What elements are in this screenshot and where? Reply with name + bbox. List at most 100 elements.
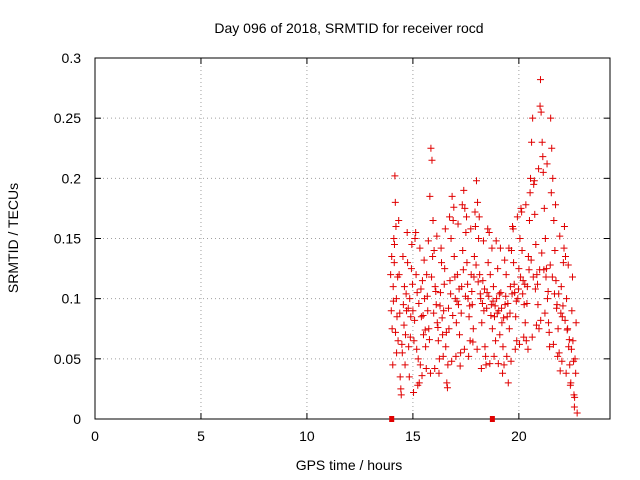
data-point — [559, 302, 567, 310]
data-point — [389, 283, 397, 291]
data-point — [488, 325, 496, 333]
data-point — [495, 290, 503, 298]
data-point — [494, 360, 502, 368]
data-point — [442, 328, 450, 336]
data-point — [540, 266, 548, 274]
data-point — [544, 287, 552, 295]
data-point — [486, 360, 494, 368]
data-point — [547, 189, 555, 197]
data-point — [526, 189, 534, 197]
data-point — [571, 393, 579, 401]
data-point — [518, 208, 526, 216]
data-point — [450, 253, 458, 261]
data-point — [417, 285, 425, 293]
data-point — [425, 336, 433, 344]
y-tick-label: 0.25 — [54, 110, 81, 126]
data-point — [502, 292, 510, 300]
data-point — [418, 372, 426, 380]
data-point — [401, 361, 409, 369]
data-point — [439, 352, 447, 360]
data-point — [500, 361, 508, 369]
data-point — [401, 331, 409, 339]
data-point — [396, 309, 404, 317]
data-point — [498, 319, 506, 327]
data-point — [560, 222, 568, 230]
data-point — [554, 325, 562, 333]
data-point — [547, 114, 555, 122]
data-point — [493, 309, 501, 317]
data-point — [551, 247, 559, 255]
data-point — [416, 244, 424, 252]
data-point — [415, 299, 423, 307]
data-point — [486, 271, 494, 279]
data-point — [538, 138, 546, 146]
data-point — [529, 114, 537, 122]
data-point — [430, 247, 438, 255]
data-point — [400, 283, 408, 291]
data-point — [436, 289, 444, 297]
data-point — [483, 304, 491, 312]
data-point — [406, 295, 414, 303]
data-point — [433, 319, 441, 327]
data-point — [412, 271, 420, 279]
data-point — [484, 259, 492, 267]
data-point — [402, 290, 410, 298]
data-point — [477, 364, 485, 372]
data-point — [443, 379, 451, 387]
data-point — [449, 312, 457, 320]
data-point — [419, 312, 427, 320]
data-point — [475, 235, 483, 242]
data-point — [453, 297, 461, 305]
data-point — [413, 289, 421, 297]
data-point — [457, 309, 465, 317]
data-point — [496, 244, 504, 252]
y-tick-label: 0.2 — [62, 170, 82, 186]
data-point — [414, 355, 422, 363]
data-point — [521, 280, 529, 288]
data-point — [570, 357, 578, 365]
data-point — [535, 325, 543, 333]
data-point — [434, 324, 442, 332]
data-point — [418, 277, 426, 285]
data-point — [426, 192, 434, 200]
data-point — [414, 381, 422, 389]
data-point — [519, 277, 527, 285]
data-point — [410, 389, 418, 397]
data-point — [558, 357, 566, 365]
data-point — [458, 201, 466, 209]
data-point — [391, 198, 399, 206]
data-point — [481, 343, 489, 351]
data-point — [432, 287, 440, 295]
data-point — [407, 265, 415, 273]
data-point — [408, 280, 416, 288]
data-point — [394, 337, 402, 345]
data-point — [487, 301, 495, 309]
data-point — [513, 337, 521, 345]
data-point — [530, 180, 538, 188]
data-point — [517, 204, 525, 212]
data-point — [538, 249, 546, 257]
data-point — [483, 289, 491, 297]
data-point — [452, 319, 460, 327]
data-point — [472, 261, 480, 269]
data-point — [417, 313, 425, 321]
data-point — [420, 256, 428, 264]
data-point — [531, 210, 539, 218]
data-point — [423, 292, 431, 300]
data-point — [430, 309, 438, 317]
data-point — [393, 313, 401, 321]
data-point — [510, 280, 518, 288]
data-point — [465, 313, 473, 321]
y-tick-label: 0.15 — [54, 231, 81, 247]
data-point — [493, 295, 501, 303]
data-point — [560, 244, 568, 252]
data-point — [476, 290, 484, 298]
data-point — [482, 361, 490, 369]
data-point — [426, 369, 434, 377]
data-point — [464, 280, 472, 288]
data-point — [535, 165, 543, 173]
data-point — [433, 232, 441, 240]
y-tick-labels: 0 0.05 0.1 0.15 0.2 0.25 0.3 — [54, 50, 81, 427]
data-point — [572, 369, 580, 377]
data-point — [448, 192, 456, 200]
